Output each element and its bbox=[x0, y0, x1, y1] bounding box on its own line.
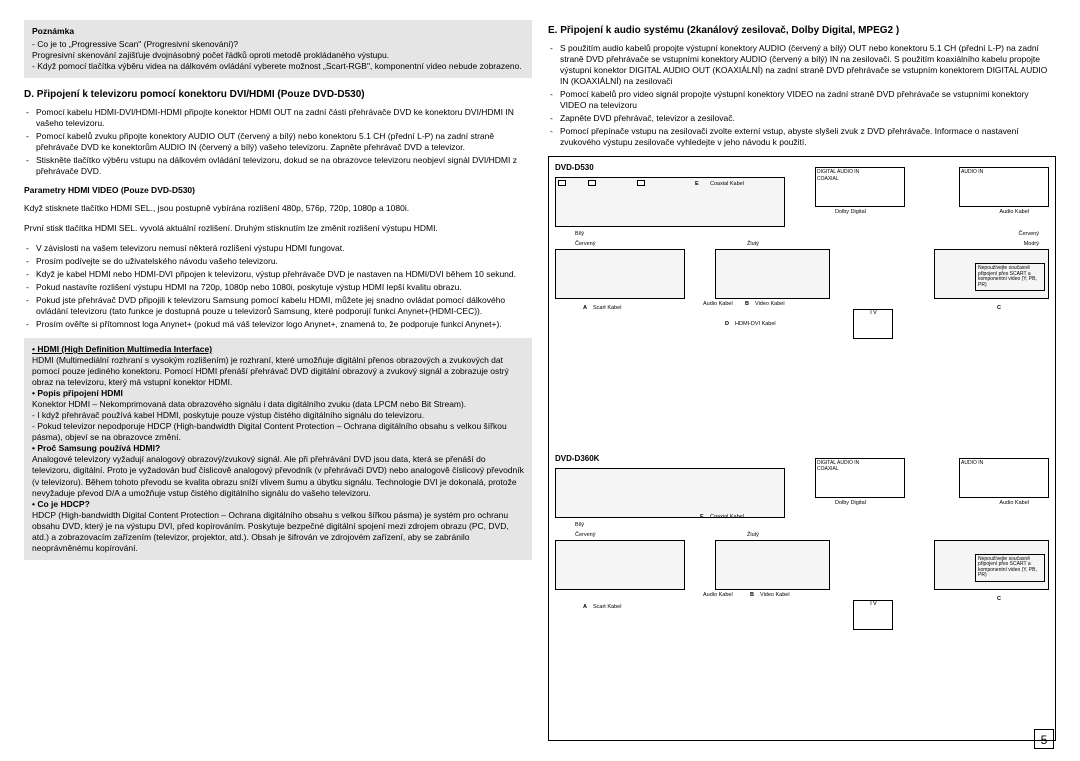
hdmi-params-bullet: Prosím ověřte si přítomnost loga Anynet+… bbox=[36, 319, 532, 330]
section-d-heading: D. Připojení k televizoru pomocí konekto… bbox=[24, 88, 532, 101]
audio-kabel-label-2: Audio Kabel bbox=[703, 301, 733, 308]
tv-box-2: TV bbox=[853, 600, 893, 630]
hdmi-info-p2: Konektor HDMI – Nekomprimovaná data obra… bbox=[32, 399, 524, 410]
bily-label: Bílý bbox=[575, 231, 584, 238]
hdmi-params-bullet: Pokud jste přehrávač DVD připojili k tel… bbox=[36, 295, 532, 317]
letter-a: A bbox=[583, 305, 587, 312]
digital-audio-in-box: DIGITAL AUDIO IN COAXIAL bbox=[815, 167, 905, 207]
note-line-2: - Když pomocí tlačítka výběru videa na d… bbox=[32, 61, 524, 72]
hdmi-info-box: • HDMI (High Definition Multimedia Inter… bbox=[24, 338, 532, 560]
port-icon bbox=[637, 180, 645, 186]
tv-label: TV bbox=[869, 310, 877, 316]
tv-back-panel-2 bbox=[715, 249, 830, 299]
section-d-bullet: Stiskněte tlačítko výběru vstupu na dálk… bbox=[36, 155, 532, 177]
coax-kabel-label-2: Coaxial Kabel bbox=[710, 514, 744, 521]
bily-label-2: Bílý bbox=[575, 522, 584, 529]
hdmi-params-list: V závislosti na vašem televizoru nemusí … bbox=[24, 243, 532, 332]
diagram-dvd-d530: DVD-D530 DIGITAL AUDIO IN COAXIAL AUDIO … bbox=[555, 163, 1049, 443]
dvd-back-panel-2 bbox=[555, 468, 785, 518]
modry-label: Modrý bbox=[1024, 241, 1039, 248]
hdmi-params-heading: Parametry HDMI VIDEO (Pouze DVD-D530) bbox=[24, 185, 532, 196]
cerveny-label-3: Červený bbox=[575, 532, 595, 539]
hdmi-params-bullet: Když je kabel HDMI nebo HDMI-DVI připoje… bbox=[36, 269, 532, 280]
hdmi-params-p1: Když stisknete tlačítko HDMI SEL., jsou … bbox=[24, 203, 532, 214]
section-e-bullet: Pomocí kabelů pro video signál propojte … bbox=[560, 89, 1056, 111]
right-column: E. Připojení k audio systému (2kanálový … bbox=[548, 20, 1056, 741]
audio-in-box: AUDIO IN bbox=[959, 167, 1049, 207]
audio-in-box-2: AUDIO IN bbox=[959, 458, 1049, 498]
warning-box-2: Nepoužívejte současně připojení přes SCA… bbox=[975, 554, 1045, 582]
hdmi-info-h3: • Proč Samsung používá HDMI? bbox=[32, 443, 524, 454]
hdmi-info-h2: • Popis připojení HDMI bbox=[32, 388, 524, 399]
digital-audio-in-box-2: DIGITAL AUDIO IN COAXIAL bbox=[815, 458, 905, 498]
hdmi-info-p1: HDMI (Multimediální rozhraní s vysokým r… bbox=[32, 355, 524, 388]
video-kabel-label-2: Video Kabel bbox=[760, 592, 790, 599]
letter-b-2: B bbox=[750, 592, 754, 599]
hdmi-info-p2b: - I když přehrávač používá kabel HDMI, p… bbox=[32, 410, 524, 421]
left-column: Poznámka - Co je to „Progressive Scan" (… bbox=[24, 20, 532, 741]
audio-in-label-2: AUDIO IN bbox=[961, 460, 1047, 467]
tv-back-panel-4 bbox=[555, 540, 685, 590]
hdmi-params-bullet: V závislosti na vašem televizoru nemusí … bbox=[36, 243, 532, 254]
connection-diagram: DVD-D530 DIGITAL AUDIO IN COAXIAL AUDIO … bbox=[548, 156, 1056, 741]
letter-a-2: A bbox=[583, 604, 587, 611]
hdmi-info-h1: • HDMI (High Definition Multimedia Inter… bbox=[32, 344, 524, 355]
audio-in-label: AUDIO IN bbox=[961, 169, 1047, 176]
hdmi-info-h4: • Co je HDCP? bbox=[32, 499, 524, 510]
note-box: Poznámka - Co je to „Progressive Scan" (… bbox=[24, 20, 532, 78]
diagram-dvd-d360k: DVD-D360K DIGITAL AUDIO IN COAXIAL AUDIO… bbox=[555, 454, 1049, 734]
hdmi-params-p2: První stisk tlačítka HDMI SEL. vyvolá ak… bbox=[24, 223, 532, 234]
tv-box: TV bbox=[853, 309, 893, 339]
coaxial-label-2: COAXIAL bbox=[817, 466, 903, 473]
tv-label-2: TV bbox=[869, 601, 877, 607]
coax-kabel-label: Coaxial Kabel bbox=[710, 181, 744, 188]
hdmi-info-p4: HDCP (High-bandwidth Digital Content Pro… bbox=[32, 510, 524, 554]
port-icon bbox=[558, 180, 566, 186]
hdmi-params-bullet: Prosím podívejte se do uživatelského náv… bbox=[36, 256, 532, 267]
hdmi-dvi-kabel-label: HDMI-DVI Kabel bbox=[735, 321, 776, 328]
section-d-bullet: Pomocí kabelu HDMI-DVI/HDMI-HDMI připojt… bbox=[36, 107, 532, 129]
scart-kabel-label: Scart Kabel bbox=[593, 305, 621, 312]
letter-b: B bbox=[745, 301, 749, 308]
warning-box-1: Nepoužívejte současně připojení přes SCA… bbox=[975, 263, 1045, 291]
section-e-heading: E. Připojení k audio systému (2kanálový … bbox=[548, 24, 1056, 37]
zluty-label-2: Žlutý bbox=[747, 532, 759, 539]
cerveny-label: Červený bbox=[575, 241, 595, 248]
hdmi-info-p3: Analogové televizory vyžadují analogový … bbox=[32, 454, 524, 498]
section-d-bullet: Pomocí kabelů zvuku připojte konektory A… bbox=[36, 131, 532, 153]
letter-c: C bbox=[997, 305, 1001, 312]
note-line-0: - Co je to „Progressive Scan" (Progresiv… bbox=[32, 39, 524, 50]
port-icon bbox=[588, 180, 596, 186]
video-kabel-label: Video Kabel bbox=[755, 301, 785, 308]
audio-kabel-label: Audio Kabel bbox=[999, 209, 1029, 216]
letter-e: E bbox=[695, 181, 699, 188]
zluty-label: Žlutý bbox=[747, 241, 759, 248]
hdmi-params-bullet: Pokud nastavíte rozlišení výstupu HDMI n… bbox=[36, 282, 532, 293]
scart-kabel-label-2: Scart Kabel bbox=[593, 604, 621, 611]
section-e-bullet: S použitím audio kabelů propojte výstupn… bbox=[560, 43, 1056, 87]
page-number: 5 bbox=[1034, 729, 1054, 749]
letter-e-2: E bbox=[700, 514, 704, 521]
dolby-label: Dolby Digital bbox=[835, 209, 866, 216]
cerveny-label-2: Červený bbox=[1019, 231, 1039, 238]
tv-back-panel bbox=[555, 249, 685, 299]
hdmi-info-p2c: - Pokud televizor nepodporuje HDCP (High… bbox=[32, 421, 524, 443]
coaxial-label: COAXIAL bbox=[817, 176, 903, 183]
note-title: Poznámka bbox=[32, 26, 524, 37]
dvd-back-panel bbox=[555, 177, 785, 227]
audio-kabel-label-4: Audio Kabel bbox=[703, 592, 733, 599]
tv-back-panel-5 bbox=[715, 540, 830, 590]
audio-kabel-label-3: Audio Kabel bbox=[999, 500, 1029, 507]
dolby-label-2: Dolby Digital bbox=[835, 500, 866, 507]
section-e-bullet: Zapněte DVD přehrávač, televizor a zesil… bbox=[560, 113, 1056, 124]
note-line-1: Progresivní skenování zajišťuje dvojnáso… bbox=[32, 50, 524, 61]
section-e-list: S použitím audio kabelů propojte výstupn… bbox=[548, 43, 1056, 150]
letter-d: D bbox=[725, 321, 729, 328]
section-e-bullet: Pomocí přepínače vstupu na zesilovači zv… bbox=[560, 126, 1056, 148]
letter-c-2: C bbox=[997, 596, 1001, 603]
section-d-list: Pomocí kabelu HDMI-DVI/HDMI-HDMI připojt… bbox=[24, 107, 532, 179]
